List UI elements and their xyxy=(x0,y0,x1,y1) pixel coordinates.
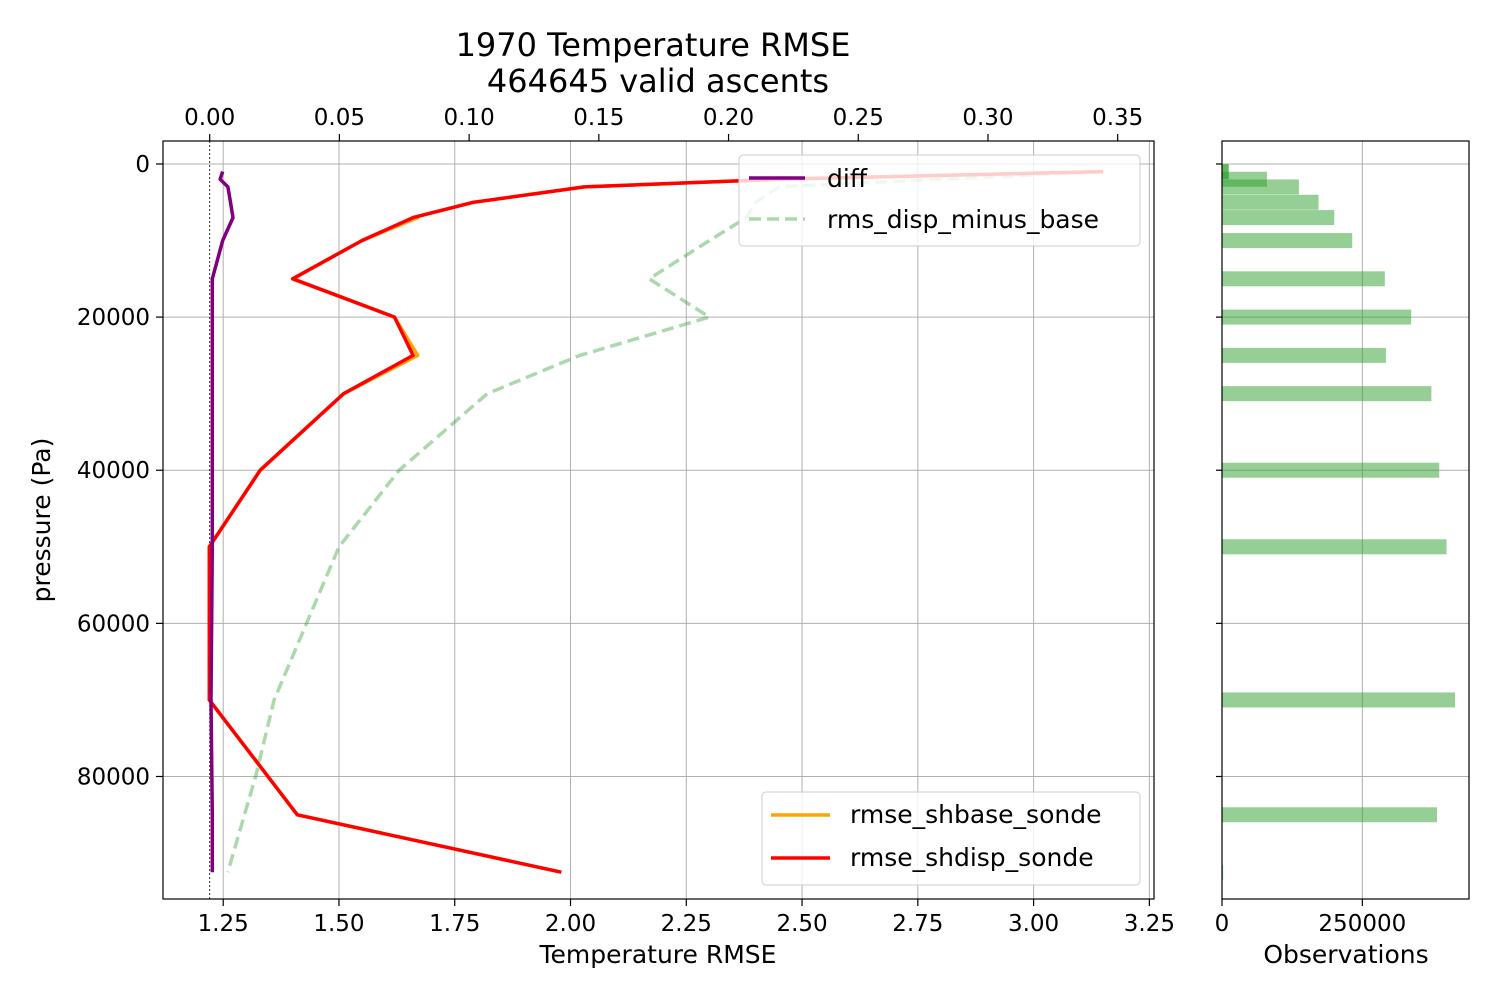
chart-title-line1: 1970 Temperature RMSE xyxy=(456,26,851,64)
histogram-bar-2 xyxy=(1222,179,1299,195)
series-rmse-shbase-sonde xyxy=(207,169,1104,874)
bottom-x-axis-ticks: 1.25 1.50 1.75 2.00 2.25 2.50 2.75 3.00 3.25 xyxy=(198,899,1175,937)
bottom-tick-label-8: 3.25 xyxy=(1124,911,1175,937)
series-lines xyxy=(207,169,1104,874)
legend-upper: diff rms_disp_minus_base xyxy=(738,154,1141,247)
main-plot-frame xyxy=(162,140,1155,900)
top-tick-label-0: 0.00 xyxy=(184,105,235,131)
bottom-tick-label-7: 3.00 xyxy=(1008,911,1059,937)
bottom-tick-label-6: 2.75 xyxy=(892,911,943,937)
legend-label-rmse-shbase-sonde: rmse_shbase_sonde xyxy=(850,800,1101,829)
series-rmse-shdisp-sonde xyxy=(207,169,1104,874)
series-diff xyxy=(209,171,235,873)
y-tick-label-0: 0 xyxy=(135,152,150,178)
histogram-bar-13 xyxy=(1222,807,1438,823)
top-tick-label-7: 0.35 xyxy=(1092,105,1143,131)
hist-tick-label-0: 0 xyxy=(1215,911,1230,937)
chart-title-line2: 464645 valid ascents xyxy=(487,62,829,100)
histogram-bar-0 xyxy=(1222,164,1229,180)
y-tick-label-2: 40000 xyxy=(77,458,150,484)
histogram-bar-9 xyxy=(1222,386,1432,402)
legend-label-rms-disp-minus-base: rms_disp_minus_base xyxy=(827,205,1099,234)
y-axis-label: pressure (Pa) xyxy=(27,438,56,603)
histogram-bar-5 xyxy=(1222,233,1353,249)
histogram-bar-4 xyxy=(1222,210,1335,226)
observations-histogram: 0 250000 Observations xyxy=(1215,140,1470,969)
histogram-frame xyxy=(1221,140,1470,900)
bottom-tick-label-4: 2.25 xyxy=(661,911,712,937)
top-tick-label-4: 0.20 xyxy=(703,105,754,131)
legend-lower: rmse_shbase_sonde rmse_shdisp_sonde xyxy=(761,791,1141,886)
top-tick-label-6: 0.30 xyxy=(962,105,1013,131)
histogram-x-axis-ticks: 0 250000 xyxy=(1215,899,1406,937)
bottom-tick-label-5: 2.50 xyxy=(776,911,827,937)
hist-tick-label-1: 250000 xyxy=(1318,911,1406,937)
top-tick-label-2: 0.10 xyxy=(444,105,495,131)
top-tick-label-1: 0.05 xyxy=(314,105,365,131)
histogram-bar-12 xyxy=(1222,692,1455,708)
histogram-bar-3 xyxy=(1222,194,1319,210)
histogram-y-axis-ticks xyxy=(1216,163,1222,778)
bottom-tick-label-2: 1.75 xyxy=(429,911,480,937)
histogram-x-axis-label: Observations xyxy=(1263,940,1428,969)
y-tick-label-1: 20000 xyxy=(77,305,150,331)
histogram-bars xyxy=(1222,164,1455,880)
histogram-bar-7 xyxy=(1222,309,1412,325)
legend-label-rmse-shdisp-sonde: rmse_shdisp_sonde xyxy=(850,843,1094,872)
bottom-tick-label-1: 1.50 xyxy=(313,911,364,937)
y-tick-label-4: 80000 xyxy=(77,764,150,790)
top-tick-label-5: 0.25 xyxy=(833,105,884,131)
bottom-tick-label-3: 2.00 xyxy=(545,911,596,937)
main-plot-area: 1.25 1.50 1.75 2.00 2.25 2.50 2.75 3.00 3.25 0.0… xyxy=(27,105,1175,969)
top-tick-label-3: 0.15 xyxy=(573,105,624,131)
histogram-bar-6 xyxy=(1222,271,1385,287)
histogram-bar-10 xyxy=(1222,462,1440,478)
main-gridlines xyxy=(163,141,1154,899)
histogram-bar-8 xyxy=(1222,347,1386,363)
y-tick-label-3: 60000 xyxy=(77,611,150,637)
y-axis-ticks: 0 20000 40000 60000 80000 xyxy=(77,152,163,790)
x-axis-label: Temperature RMSE xyxy=(539,940,777,969)
legend-label-diff: diff xyxy=(827,164,868,193)
top-x-axis-ticks: 0.00 0.05 0.10 0.15 0.20 0.25 0.30 0.35 xyxy=(184,105,1143,141)
histogram-bar-11 xyxy=(1222,539,1447,555)
histogram-gridlines xyxy=(1221,141,1469,899)
bottom-tick-label-0: 1.25 xyxy=(198,911,249,937)
series-rms-disp-minus-base xyxy=(226,169,1104,873)
